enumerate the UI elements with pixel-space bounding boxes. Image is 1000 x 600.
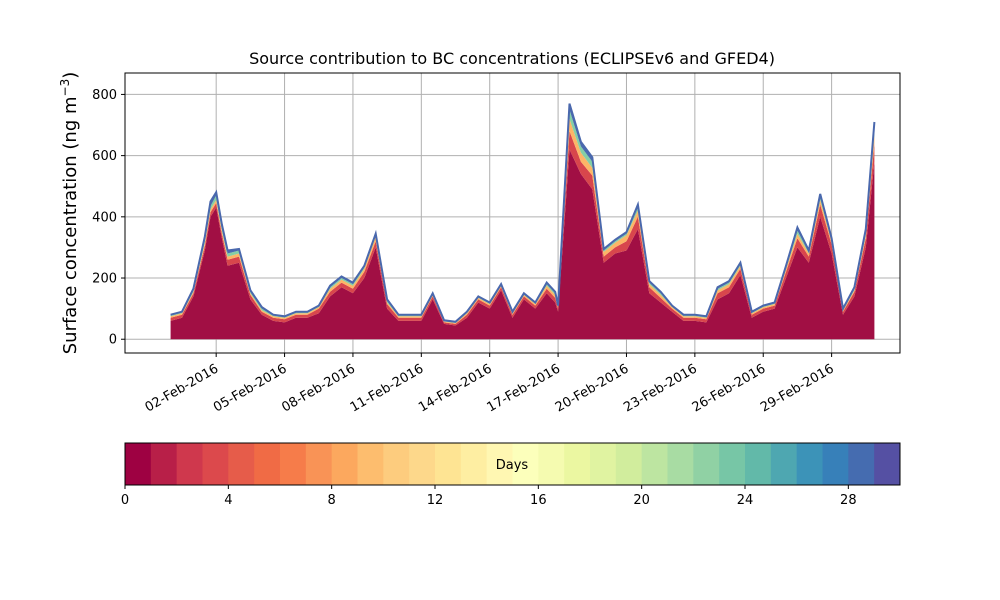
colorbar-segment <box>770 443 798 485</box>
colorbar-tick-label: 4 <box>224 493 232 508</box>
colorbar-segment <box>874 443 901 485</box>
colorbar-segment <box>383 443 410 485</box>
colorbar-segment <box>280 443 307 485</box>
colorbar-segment <box>615 443 643 485</box>
colorbar-segment <box>822 443 849 485</box>
y-axis-label-close: ) <box>60 72 81 79</box>
colorbar-segment <box>460 443 488 485</box>
x-tick-label: 26-Feb-2016 <box>690 361 769 415</box>
colorbar <box>125 443 901 485</box>
plot-frame <box>124 72 901 354</box>
colorbar-segment <box>150 443 178 485</box>
y-axis-label: Surface concentration (ng m−3) <box>58 72 81 355</box>
y-tick-label: 800 <box>92 88 117 103</box>
colorbar-segment <box>305 443 333 485</box>
chart-title: Source contribution to BC concentrations… <box>249 49 775 68</box>
colorbar-tick-label: 16 <box>530 493 547 508</box>
colorbar-segment <box>331 443 358 485</box>
y-axis-ticks: 0 200 400 600 800 <box>92 88 125 348</box>
area-band-0 <box>170 149 875 340</box>
y-tick-label: 600 <box>92 149 117 164</box>
x-tick-label: 08-Feb-2016 <box>279 361 358 415</box>
x-tick-label: 20-Feb-2016 <box>553 361 632 415</box>
total-outline <box>170 103 876 323</box>
colorbar-segment <box>512 443 539 485</box>
x-tick-label: 17-Feb-2016 <box>485 361 564 415</box>
colorbar-segment <box>202 443 229 485</box>
x-tick-label: 05-Feb-2016 <box>211 361 290 415</box>
area-band-4 <box>170 103 875 323</box>
colorbar-tick-label: 8 <box>328 493 336 508</box>
y-axis-label-main: Surface concentration (ng m <box>60 96 81 354</box>
colorbar-segment <box>409 443 436 485</box>
colorbar-segment <box>848 443 875 485</box>
colorbar-segment <box>125 443 152 485</box>
colorbar-segment <box>693 443 720 485</box>
colorbar-segment <box>435 443 462 485</box>
colorbar-segment <box>667 443 694 485</box>
colorbar-segment <box>486 443 513 485</box>
colorbar-segment <box>641 443 668 485</box>
colorbar-segment <box>357 443 384 485</box>
colorbar-tick-label: 28 <box>840 493 857 508</box>
colorbar-segment <box>538 443 565 485</box>
x-tick-label: 02-Feb-2016 <box>143 361 222 415</box>
colorbar-segment <box>564 443 591 485</box>
stacked-areas <box>170 103 875 340</box>
colorbar-segment <box>719 443 746 485</box>
x-tick-label: 14-Feb-2016 <box>416 361 495 415</box>
colorbar-tick-label: 24 <box>737 493 754 508</box>
y-tick-label: 0 <box>109 333 117 348</box>
colorbar-label: Days <box>496 458 529 473</box>
colorbar-segment <box>745 443 772 485</box>
x-tick-label: 11-Feb-2016 <box>348 361 427 415</box>
colorbar-segment <box>590 443 617 485</box>
colorbar-segment <box>254 443 281 485</box>
y-axis-label-superscript: −3 <box>58 79 72 97</box>
y-tick-label: 400 <box>92 210 117 225</box>
colorbar-tick-label: 20 <box>633 493 650 508</box>
colorbar-ticks: 0 4 8 12 16 20 24 28 <box>121 485 857 508</box>
colorbar-segment <box>228 443 255 485</box>
x-tick-label: 23-Feb-2016 <box>621 361 700 415</box>
colorbar-segment <box>176 443 203 485</box>
x-axis-ticks: 02-Feb-201605-Feb-201608-Feb-201611-Feb-… <box>143 353 837 415</box>
colorbar-tick-label: 12 <box>427 493 444 508</box>
colorbar-segment <box>796 443 823 485</box>
colorbar-tick-label: 0 <box>121 493 129 508</box>
gridlines <box>125 73 900 353</box>
colorbar-frame <box>124 442 901 486</box>
y-tick-label: 200 <box>92 272 117 287</box>
area-band-2 <box>170 118 875 324</box>
x-tick-label: 29-Feb-2016 <box>758 361 837 415</box>
